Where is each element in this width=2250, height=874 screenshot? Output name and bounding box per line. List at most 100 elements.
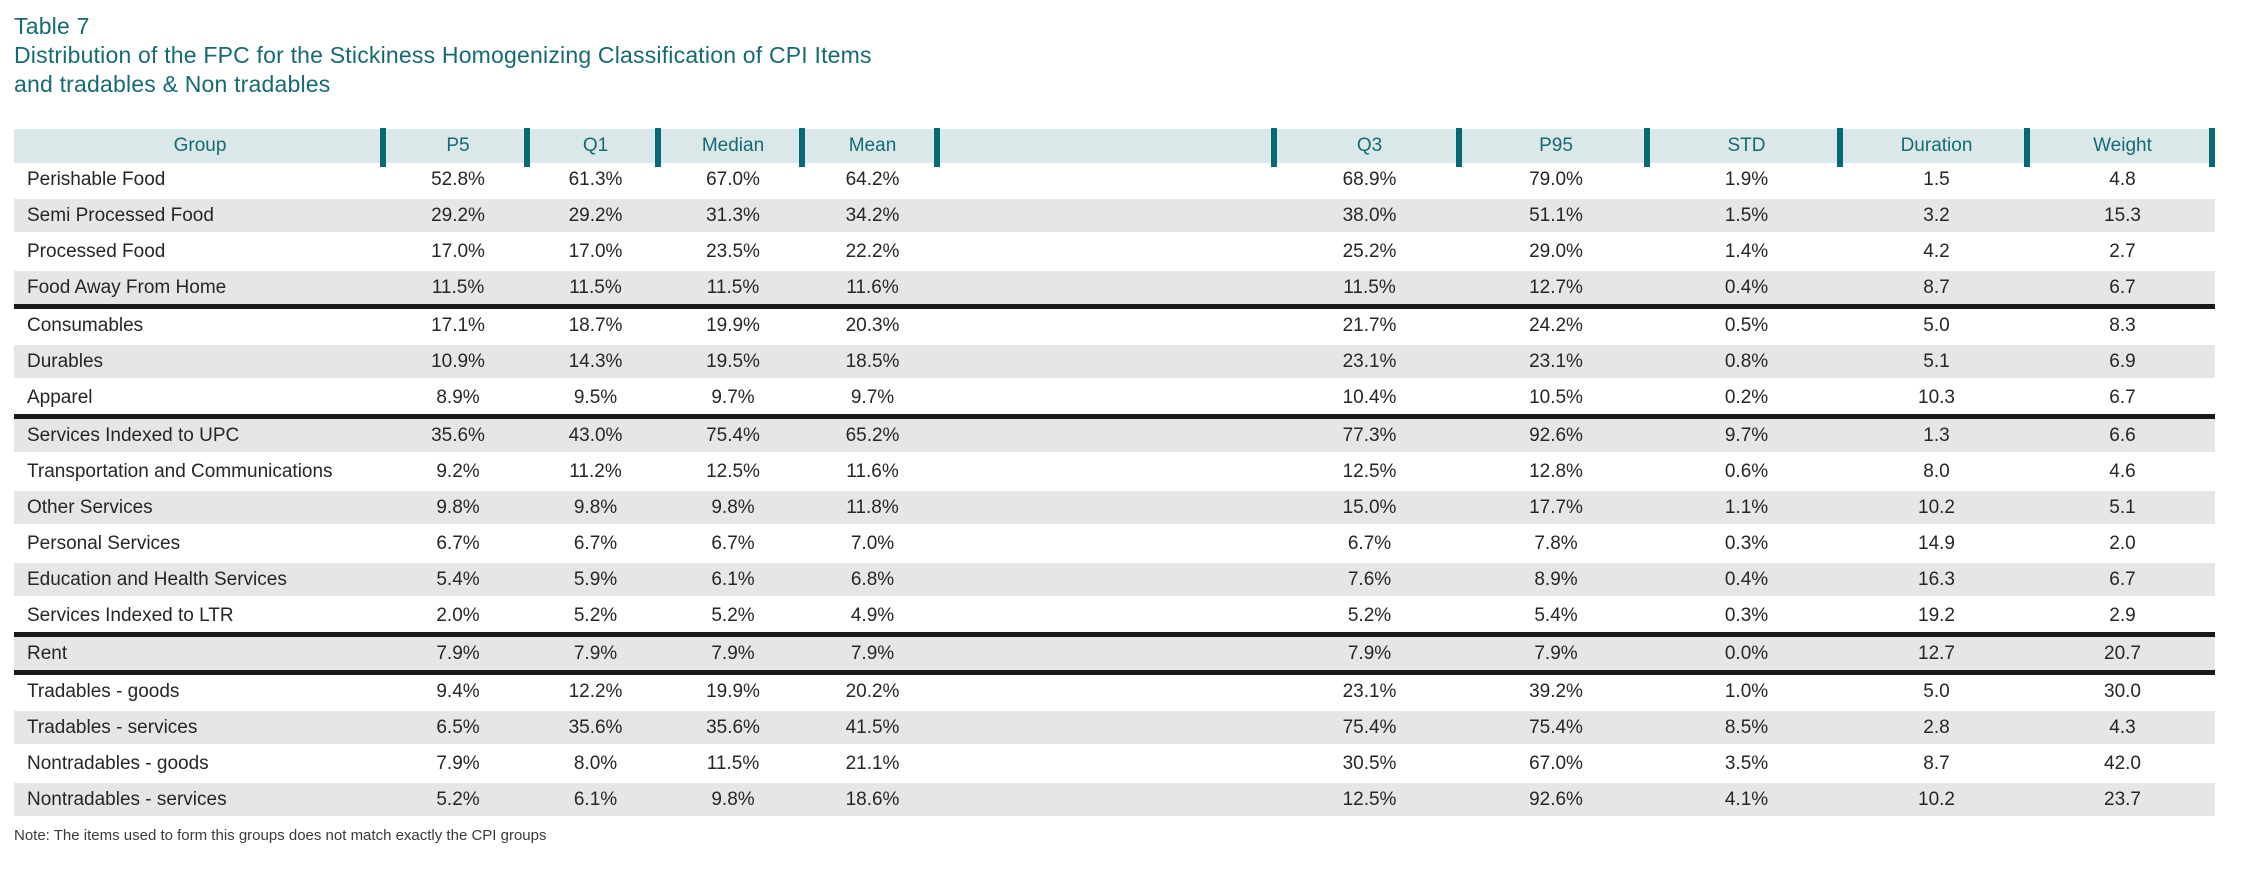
cell-q3: 25.2% <box>1277 235 1462 271</box>
cell-duration: 8.7 <box>1843 747 2030 783</box>
cell-weight: 5.1 <box>2030 491 2215 527</box>
cell-group: Education and Health Services <box>14 563 386 599</box>
cell-spacer <box>940 491 1277 527</box>
cell-weight: 2.9 <box>2030 599 2215 637</box>
cell-duration: 8.7 <box>1843 271 2030 309</box>
cell-duration: 4.2 <box>1843 235 2030 271</box>
cell-spacer <box>940 783 1277 819</box>
cell-std: 0.5% <box>1650 309 1843 345</box>
cell-mean: 20.2% <box>805 675 940 711</box>
cell-q3: 21.7% <box>1277 309 1462 345</box>
cell-p95: 12.7% <box>1462 271 1650 309</box>
table-note: Note: The items used to form this groups… <box>14 827 547 844</box>
cell-spacer <box>940 637 1277 675</box>
cell-mean: 18.5% <box>805 345 940 381</box>
cell-group: Perishable Food <box>14 163 386 199</box>
cell-std: 0.0% <box>1650 637 1843 675</box>
header-separator-bar <box>934 128 940 167</box>
cell-group: Consumables <box>14 309 386 345</box>
cell-p95: 17.7% <box>1462 491 1650 527</box>
cell-q3: 23.1% <box>1277 675 1462 711</box>
cell-q3: 12.5% <box>1277 783 1462 819</box>
cell-mean: 34.2% <box>805 199 940 235</box>
table-header-row: Group P5 Q1 Median Mean Q3 P95 STD Duration Weigh… <box>14 128 2215 167</box>
cell-q3: 7.6% <box>1277 563 1462 599</box>
cell-group: Durables <box>14 345 386 381</box>
cell-group: Services Indexed to UPC <box>14 419 386 455</box>
cell-median: 19.9% <box>661 309 805 345</box>
fpc-distribution-table: Group P5 Q1 Median Mean Q3 P95 STD Duration Weigh… <box>14 128 2215 819</box>
cell-group: Rent <box>14 637 386 675</box>
header-separator-bar <box>799 128 805 167</box>
cell-q3: 5.2% <box>1277 599 1462 637</box>
table-row: Perishable Food 52.8% 61.3% 67.0% 64.2% … <box>14 163 2215 199</box>
cell-p5: 5.2% <box>386 783 530 819</box>
cell-duration: 12.7 <box>1843 637 2030 675</box>
table-header: Group P5 Q1 Median Mean Q3 P95 STD Duration Weigh… <box>14 128 2215 167</box>
cell-p95: 75.4% <box>1462 711 1650 747</box>
table-row: Education and Health Services 5.4% 5.9% … <box>14 563 2215 599</box>
cell-mean: 22.2% <box>805 235 940 271</box>
cell-q1: 18.7% <box>530 309 661 345</box>
cell-mean: 9.7% <box>805 381 940 419</box>
cell-q1: 11.5% <box>530 271 661 309</box>
cell-p5: 29.2% <box>386 199 530 235</box>
cell-weight: 6.7 <box>2030 563 2215 599</box>
cell-weight: 4.3 <box>2030 711 2215 747</box>
cell-median: 9.7% <box>661 381 805 419</box>
cell-group: Nontradables - goods <box>14 747 386 783</box>
cell-median: 12.5% <box>661 455 805 491</box>
cell-median: 7.9% <box>661 637 805 675</box>
cell-spacer <box>940 563 1277 599</box>
table-body: Perishable Food 52.8% 61.3% 67.0% 64.2% … <box>14 163 2215 819</box>
cell-p5: 9.2% <box>386 455 530 491</box>
cell-duration: 3.2 <box>1843 199 2030 235</box>
cell-median: 19.5% <box>661 345 805 381</box>
cell-spacer <box>940 163 1277 199</box>
table-title-line1: Distribution of the FPC for the Stickine… <box>14 42 872 68</box>
cell-spacer <box>940 381 1277 419</box>
cell-spacer <box>940 527 1277 563</box>
cell-median: 6.7% <box>661 527 805 563</box>
cell-p95: 39.2% <box>1462 675 1650 711</box>
cell-median: 9.8% <box>661 783 805 819</box>
cell-mean: 64.2% <box>805 163 940 199</box>
cell-q1: 9.5% <box>530 381 661 419</box>
cell-p5: 9.4% <box>386 675 530 711</box>
cell-weight: 23.7 <box>2030 783 2215 819</box>
cell-duration: 8.0 <box>1843 455 2030 491</box>
cell-median: 67.0% <box>661 163 805 199</box>
cell-std: 0.4% <box>1650 271 1843 309</box>
cell-median: 35.6% <box>661 711 805 747</box>
cell-spacer <box>940 675 1277 711</box>
cell-p95: 23.1% <box>1462 345 1650 381</box>
column-header-weight: Weight <box>2030 128 2215 167</box>
cell-median: 6.1% <box>661 563 805 599</box>
cell-duration: 19.2 <box>1843 599 2030 637</box>
cell-std: 0.3% <box>1650 527 1843 563</box>
cell-weight: 30.0 <box>2030 675 2215 711</box>
cell-q3: 10.4% <box>1277 381 1462 419</box>
cell-duration: 1.3 <box>1843 419 2030 455</box>
cell-p5: 35.6% <box>386 419 530 455</box>
column-header-p95: P95 <box>1462 128 1650 167</box>
cell-p95: 92.6% <box>1462 419 1650 455</box>
cell-weight: 8.3 <box>2030 309 2215 345</box>
cell-p5: 6.5% <box>386 711 530 747</box>
cell-group: Transportation and Communications <box>14 455 386 491</box>
header-separator-bar <box>1456 128 1462 167</box>
cell-duration: 5.1 <box>1843 345 2030 381</box>
cell-group: Services Indexed to LTR <box>14 599 386 637</box>
cell-q1: 17.0% <box>530 235 661 271</box>
cell-mean: 7.9% <box>805 637 940 675</box>
cell-q3: 6.7% <box>1277 527 1462 563</box>
cell-q3: 7.9% <box>1277 637 1462 675</box>
cell-q1: 43.0% <box>530 419 661 455</box>
cell-p5: 10.9% <box>386 345 530 381</box>
cell-weight: 6.7 <box>2030 271 2215 309</box>
cell-std: 1.5% <box>1650 199 1843 235</box>
cell-mean: 18.6% <box>805 783 940 819</box>
cell-duration: 14.9 <box>1843 527 2030 563</box>
cell-p95: 5.4% <box>1462 599 1650 637</box>
cell-weight: 20.7 <box>2030 637 2215 675</box>
